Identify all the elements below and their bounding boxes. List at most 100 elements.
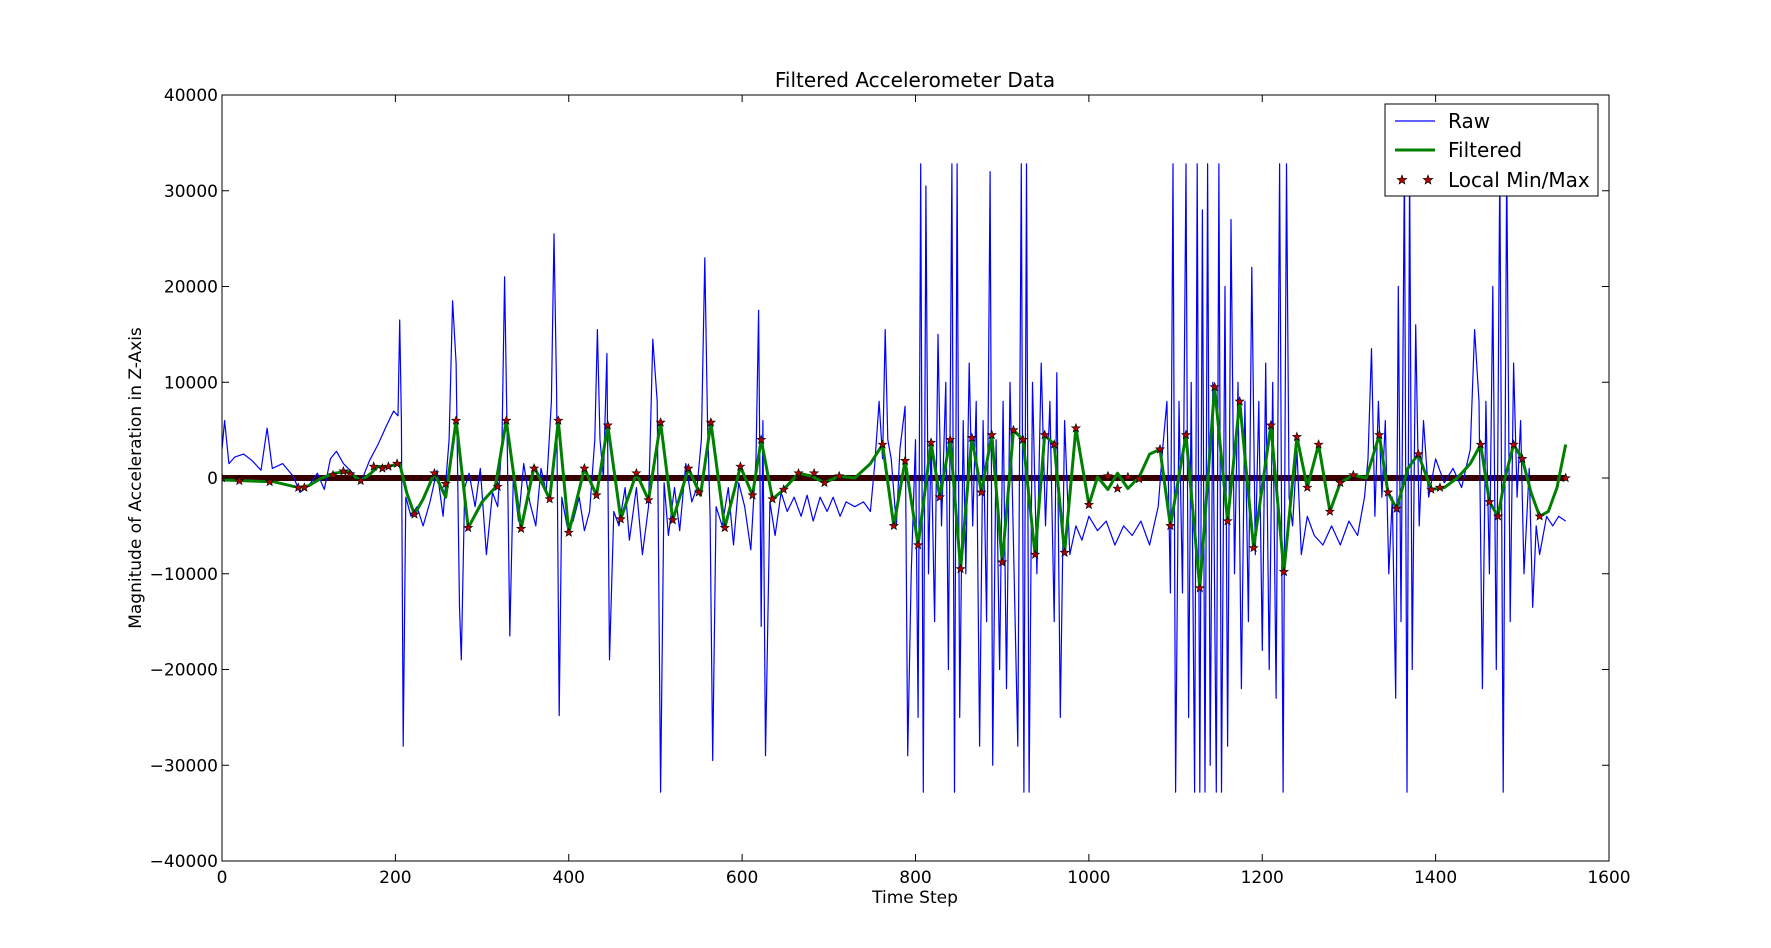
x-tick-label: 400 bbox=[553, 868, 585, 888]
minmax-marker bbox=[234, 475, 245, 486]
minmax-marker bbox=[767, 493, 778, 504]
minmax-marker bbox=[355, 475, 366, 486]
minmax-marker bbox=[1508, 439, 1519, 449]
minmax-marker bbox=[747, 489, 758, 500]
minmax-marker bbox=[451, 415, 462, 425]
minmax-marker bbox=[735, 461, 746, 471]
y-tick-label: 30000 bbox=[164, 182, 218, 202]
minmax-marker bbox=[1070, 422, 1082, 433]
minmax-marker bbox=[793, 467, 804, 478]
minmax-marker bbox=[926, 437, 937, 447]
minmax-marker bbox=[693, 487, 704, 497]
legend-filtered-label: Filtered bbox=[1448, 138, 1522, 162]
minmax-marker bbox=[492, 481, 503, 492]
minmax-marker bbox=[756, 434, 767, 444]
y-axis: −40000 −30000 −20000 −10000 0 10000 20000 30000… bbox=[150, 86, 1609, 872]
minmax-marker bbox=[602, 419, 613, 430]
legend-minmax-marker bbox=[1396, 174, 1408, 185]
minmax-marker bbox=[1154, 443, 1165, 454]
minmax-marker bbox=[1413, 448, 1424, 459]
series-line-raw bbox=[222, 163, 1567, 793]
x-tick-label: 600 bbox=[726, 868, 758, 888]
x-tick-label: 1400 bbox=[1414, 868, 1457, 888]
minmax-marker bbox=[1083, 499, 1095, 510]
minmax-marker bbox=[1209, 381, 1220, 392]
minmax-marker bbox=[563, 527, 574, 537]
minmax-marker bbox=[440, 478, 451, 489]
series-markers-minmax bbox=[222, 381, 1571, 593]
y-tick-label: −10000 bbox=[150, 565, 218, 585]
minmax-marker bbox=[808, 467, 820, 478]
legend: Raw Filtered Local Min/Max bbox=[1384, 103, 1599, 197]
minmax-marker bbox=[429, 467, 440, 478]
series-layer bbox=[222, 163, 1571, 793]
minmax-marker bbox=[1302, 482, 1313, 492]
minmax-marker bbox=[1391, 503, 1402, 514]
minmax-marker bbox=[327, 469, 338, 480]
minmax-marker bbox=[1335, 477, 1346, 488]
minmax-marker bbox=[591, 489, 602, 500]
minmax-marker bbox=[501, 415, 512, 425]
minmax-marker bbox=[900, 455, 911, 466]
minmax-marker bbox=[1517, 453, 1528, 464]
x-tick-label: 1200 bbox=[1241, 868, 1284, 888]
minmax-marker bbox=[383, 461, 394, 471]
minmax-marker bbox=[1313, 439, 1324, 449]
minmax-marker bbox=[1134, 473, 1145, 484]
minmax-marker bbox=[986, 429, 997, 440]
x-tick-label: 1000 bbox=[1067, 868, 1110, 888]
minmax-marker bbox=[834, 470, 845, 481]
minmax-marker bbox=[778, 484, 789, 494]
minmax-marker bbox=[1493, 510, 1504, 521]
minmax-marker bbox=[888, 520, 899, 531]
minmax-marker bbox=[1029, 549, 1041, 559]
minmax-marker bbox=[1049, 439, 1060, 449]
minmax-marker bbox=[1008, 424, 1019, 435]
minmax-marker bbox=[912, 539, 924, 550]
series-line-filtered bbox=[222, 385, 1568, 590]
minmax-marker bbox=[1534, 510, 1545, 521]
y-tick-label: 20000 bbox=[164, 278, 218, 298]
minmax-marker bbox=[544, 493, 555, 504]
y-tick-label: −40000 bbox=[150, 852, 218, 872]
minmax-marker bbox=[368, 461, 379, 471]
minmax-marker bbox=[655, 417, 666, 427]
minmax-marker bbox=[1059, 547, 1070, 557]
minmax-marker bbox=[819, 477, 830, 488]
minmax-marker bbox=[1434, 482, 1445, 492]
minmax-marker bbox=[1165, 520, 1176, 531]
minmax-marker bbox=[1426, 484, 1437, 494]
minmax-marker bbox=[264, 476, 275, 487]
minmax-marker bbox=[1265, 419, 1277, 430]
minmax-marker bbox=[934, 491, 945, 502]
minmax-marker bbox=[705, 417, 716, 427]
x-tick-label: 800 bbox=[899, 868, 931, 888]
y-tick-label: 10000 bbox=[164, 373, 218, 393]
legend-raw-label: Raw bbox=[1448, 109, 1490, 133]
y-tick-label: 0 bbox=[207, 469, 218, 489]
minmax-marker bbox=[528, 463, 540, 473]
minmax-marker bbox=[945, 434, 956, 444]
minmax-marker bbox=[1291, 431, 1303, 442]
x-tick-label: 1600 bbox=[1587, 868, 1630, 888]
minmax-marker bbox=[553, 415, 564, 425]
y-tick-label: −20000 bbox=[150, 661, 218, 681]
minmax-marker bbox=[391, 458, 403, 469]
minmax-marker bbox=[631, 467, 642, 478]
x-tick-label: 200 bbox=[379, 868, 411, 888]
minmax-marker bbox=[643, 494, 654, 505]
minmax-marker bbox=[1475, 439, 1486, 449]
minmax-marker bbox=[1484, 496, 1495, 507]
y-axis-label: Magnitude of Acceleration in Z-Axis bbox=[126, 327, 146, 629]
minmax-marker bbox=[997, 556, 1008, 567]
minmax-marker bbox=[966, 432, 977, 443]
x-tick-label: 0 bbox=[217, 868, 228, 888]
minmax-marker bbox=[976, 487, 987, 497]
minmax-marker bbox=[719, 522, 730, 533]
minmax-marker bbox=[338, 465, 349, 476]
minmax-marker bbox=[1324, 506, 1335, 516]
y-tick-label: 40000 bbox=[164, 86, 218, 106]
minmax-marker bbox=[377, 463, 388, 473]
minmax-marker bbox=[1560, 472, 1571, 483]
